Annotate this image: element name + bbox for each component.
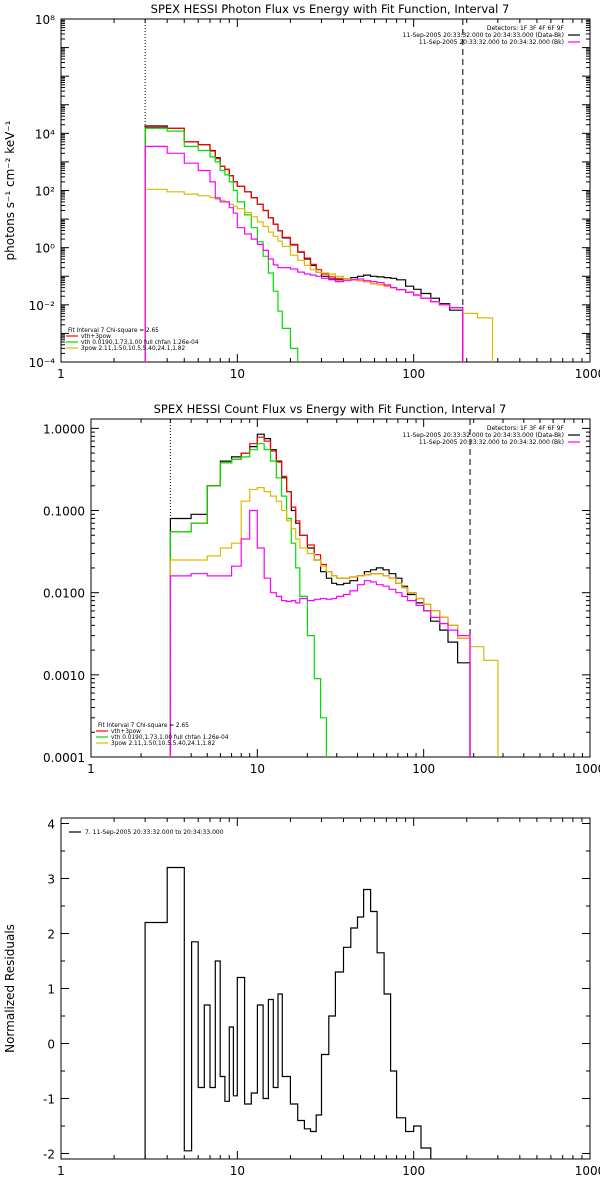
plot-area bbox=[144, 125, 494, 362]
series-line bbox=[169, 509, 471, 757]
x-tick-label: 100 bbox=[402, 367, 425, 381]
legend-top-right-line: 11-Sep-2005 20:33:32.000 to 20:34:32.000… bbox=[419, 439, 564, 446]
y-tick-label: 3 bbox=[47, 873, 55, 887]
x-tick-label: 1000 bbox=[575, 762, 600, 776]
y-tick-label: 4 bbox=[47, 818, 55, 832]
y-tick-label: 10⁴ bbox=[35, 127, 55, 141]
legend-top-right-line: 11-Sep-2005 20:33:32.000 to 20:34:33.000… bbox=[403, 432, 564, 439]
series-line bbox=[169, 433, 471, 757]
series-5 bbox=[169, 509, 471, 757]
plot-frame bbox=[60, 18, 591, 363]
series-5 bbox=[144, 145, 464, 362]
y-tick-label: 0.0100 bbox=[43, 587, 85, 601]
chart-panel-2: SPEX HESSI Count Flux vs Energy with Fit… bbox=[43, 402, 600, 776]
y-tick-label: -2 bbox=[43, 1148, 55, 1162]
series-line bbox=[144, 125, 464, 362]
legend-fit-entry: 3pow 2.11,1.50,10.5,5.40,24.1,1.82 bbox=[111, 741, 215, 747]
y-tick-label: 0.1000 bbox=[43, 505, 85, 519]
series-line bbox=[144, 127, 299, 362]
y-tick-label: 10⁰ bbox=[35, 242, 55, 256]
plot-area bbox=[169, 433, 499, 757]
x-tick-label: 1 bbox=[87, 762, 95, 776]
series-1 bbox=[169, 433, 471, 757]
y-tick-label: 0.0010 bbox=[43, 669, 85, 683]
y-tick-label: -1 bbox=[43, 1093, 55, 1107]
legend-top-right-line: Detectors: 1F 3F 4F 6F 9F bbox=[487, 425, 565, 432]
x-tick-label: 10 bbox=[230, 367, 245, 381]
legend-top-right-line: 11-Sep-2005 20:33:32.000 to 20:34:32.000… bbox=[419, 39, 564, 46]
chart-title: SPEX HESSI Count Flux vs Energy with Fit… bbox=[154, 402, 507, 416]
legend-top-right-line: 11-Sep-2005 20:33:32.000 to 20:34:33.000… bbox=[403, 32, 564, 39]
series-4 bbox=[169, 487, 499, 757]
y-tick-label: 10⁸ bbox=[35, 13, 55, 27]
x-tick-label: 1000 bbox=[575, 1164, 600, 1178]
series-1 bbox=[144, 125, 464, 362]
legend-fit-header: Fit Interval 7 Chi-square = 2.65 bbox=[98, 723, 189, 729]
series-3 bbox=[144, 127, 299, 362]
x-tick-label: 100 bbox=[412, 762, 435, 776]
y-axis-label: photons s⁻¹ cm⁻² keV⁻¹ bbox=[3, 120, 17, 260]
y-tick-label: 10⁻⁴ bbox=[29, 356, 56, 370]
legend-fit-entry: vth 0.0190,1.73,1.00 full chfan 1.26e-04 bbox=[81, 340, 199, 346]
plot-frame bbox=[60, 817, 591, 1160]
y-tick-label: 1 bbox=[47, 983, 55, 997]
y-axis-label: Normalized Residuals bbox=[3, 924, 17, 1053]
legend-top-right-line: Detectors: 1F 3F 4F 6F 9F bbox=[487, 25, 565, 32]
plot-area bbox=[144, 866, 432, 1159]
x-tick-label: 100 bbox=[402, 1164, 425, 1178]
plot-frame bbox=[90, 418, 591, 758]
legend-fit-entry: 3pow 2.11,1.50,10.5,5.40,24.1,1.82 bbox=[81, 346, 185, 352]
series-line bbox=[169, 487, 499, 757]
y-tick-label: 0 bbox=[47, 1038, 55, 1052]
chart-panel-3: Normalized Residuals 1 10 100 1000 -2 -1 0 1 2 3 4 7… bbox=[3, 817, 600, 1178]
y-tick-label: 0.0001 bbox=[43, 751, 85, 765]
series-line bbox=[144, 866, 432, 1159]
series-1 bbox=[144, 866, 432, 1159]
y-tick-label: 1.0000 bbox=[43, 422, 85, 436]
x-tick-label: 1 bbox=[57, 367, 65, 381]
y-tick-label: 10² bbox=[35, 185, 55, 199]
chart-title: SPEX HESSI Photon Flux vs Energy with Fi… bbox=[151, 2, 510, 16]
x-tick-label: 10 bbox=[230, 1164, 245, 1178]
chart-panel-1: SPEX HESSI Photon Flux vs Energy with Fi… bbox=[3, 2, 600, 381]
legend-fit-header: Fit Interval 7 Chi-square = 2.65 bbox=[68, 328, 159, 334]
legend-top-left-line: 7. 11-Sep-2005 20:33:32.000 to 20:34:33.… bbox=[85, 829, 224, 836]
x-tick-label: 1000 bbox=[575, 367, 600, 381]
x-tick-label: 1 bbox=[57, 1164, 65, 1178]
series-line bbox=[144, 145, 464, 362]
legend-fit-entry: vth+3pow bbox=[81, 334, 111, 340]
series-3 bbox=[169, 443, 327, 757]
y-tick-label: 2 bbox=[47, 928, 55, 942]
legend-fit-entry: vth+3pow bbox=[111, 729, 141, 735]
series-line bbox=[169, 443, 327, 757]
y-tick-label: 10⁻² bbox=[29, 299, 56, 313]
legend-fit-entry: vth 0.0190,1.73,1.00 full chfan 1.26e-04 bbox=[111, 735, 229, 741]
x-tick-label: 10 bbox=[250, 762, 265, 776]
